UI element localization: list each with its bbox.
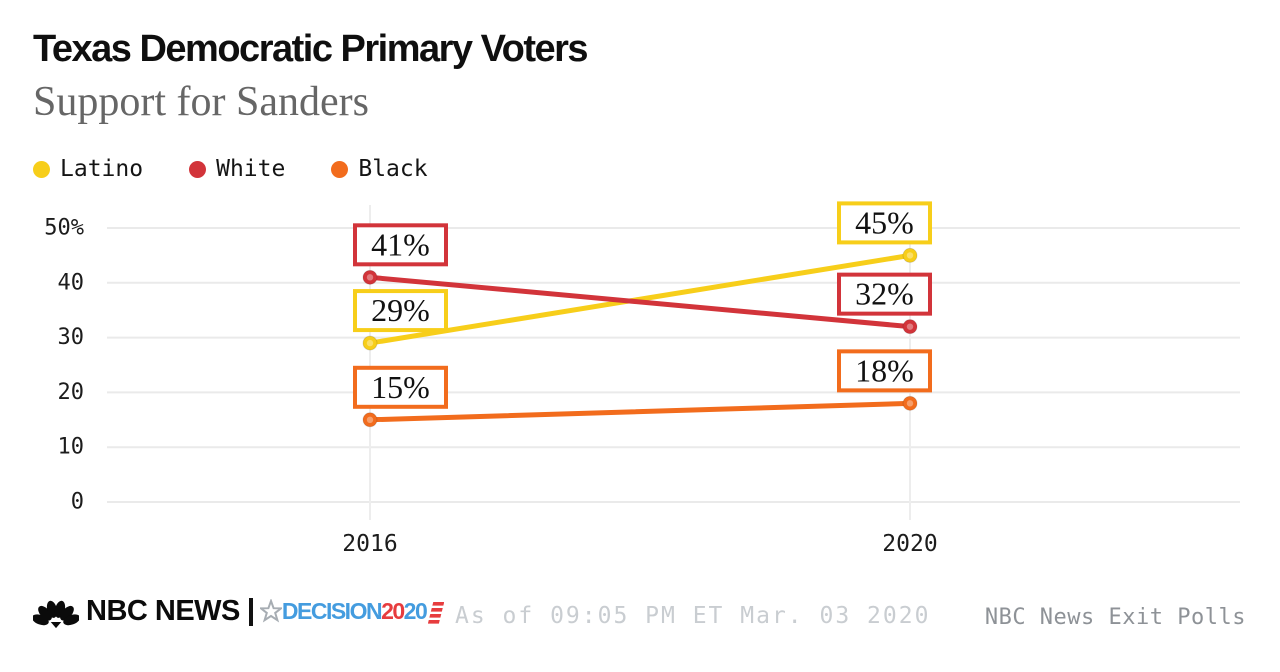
marker-highlight-icon: [906, 400, 914, 407]
source-credit: NBC News Exit Polls: [984, 605, 1246, 630]
footer-brand: NBC NEWS DECISION 20 20: [33, 594, 445, 629]
value-label-latino-2020: 45%: [855, 204, 914, 240]
y-tick-label-0: 0: [71, 490, 84, 515]
marker-highlight-icon: [906, 323, 914, 330]
value-label-latino-2016: 29%: [371, 292, 430, 328]
series-line-white: [367, 274, 913, 330]
legend-dot-icon: [331, 160, 349, 178]
marker-highlight-icon: [366, 274, 374, 281]
value-box-white-2020: [837, 272, 932, 316]
y-tick-label-30: 30: [58, 325, 85, 350]
chart-legend: Latino White Black: [33, 156, 428, 182]
legend-item-latino: Latino: [33, 156, 143, 182]
value-box-black-2020: [837, 349, 932, 393]
separator-bar: [248, 597, 253, 626]
y-tick-label-20: 20: [58, 380, 85, 405]
marker-highlight-icon: [366, 416, 374, 423]
nbc-news-wordmark: NBC NEWS: [86, 595, 240, 627]
marker-white-2016: [362, 269, 378, 285]
decision-year-blue: 20: [403, 598, 428, 624]
decision-word: DECISION: [281, 598, 383, 624]
value-box-latino-2020: [837, 201, 932, 245]
marker-black-2020: [902, 395, 918, 411]
value-label-white-2016: 41%: [371, 226, 430, 262]
legend-item-white: White: [189, 156, 285, 182]
decision-star-icon: [259, 598, 282, 623]
page-subtitle: Support for Sanders: [33, 79, 369, 125]
decision2020-logo: DECISION 20 20: [281, 598, 428, 625]
legend-item-black: Black: [331, 156, 428, 182]
value-label-white-2020: 32%: [855, 276, 914, 312]
value-box-white-2016: [353, 223, 448, 267]
legend-label: White: [216, 156, 286, 182]
y-tick-label-10: 10: [58, 435, 85, 460]
x-tick-label-2016: 2016: [342, 531, 397, 557]
legend-dot-icon: [33, 160, 50, 178]
marker-latino-2016: [362, 335, 378, 351]
decision-year-red: 20: [381, 598, 405, 624]
legend-label: Black: [358, 156, 428, 182]
marker-black-2016: [362, 412, 378, 428]
value-box-black-2016: [353, 365, 448, 409]
value-label-black-2016: 15%: [371, 369, 430, 405]
marker-highlight-icon: [906, 252, 914, 259]
x-tick-label-2020: 2020: [882, 531, 937, 557]
as-of-timestamp: As of 09:05 PM ET Mar. 03 2020: [455, 603, 931, 629]
footer: NBC NEWS DECISION 20 20 As of 09:05 PM E…: [0, 592, 1280, 638]
flag-stripes-icon: [428, 601, 445, 624]
legend-dot-icon: [189, 160, 207, 178]
y-tick-label-50: 50%: [44, 216, 84, 241]
series-line-latino: [367, 252, 913, 346]
marker-white-2020: [902, 319, 918, 335]
nbc-peacock-icon: [33, 600, 79, 629]
page-title: Texas Democratic Primary Voters: [33, 28, 589, 70]
value-label-black-2020: 18%: [855, 352, 914, 388]
marker-highlight-icon: [366, 339, 374, 347]
legend-label: Latino: [60, 156, 144, 182]
value-box-latino-2016: [353, 289, 448, 333]
series-line-black: [367, 400, 913, 423]
marker-latino-2020: [902, 247, 918, 263]
y-tick-label-40: 40: [58, 270, 85, 295]
